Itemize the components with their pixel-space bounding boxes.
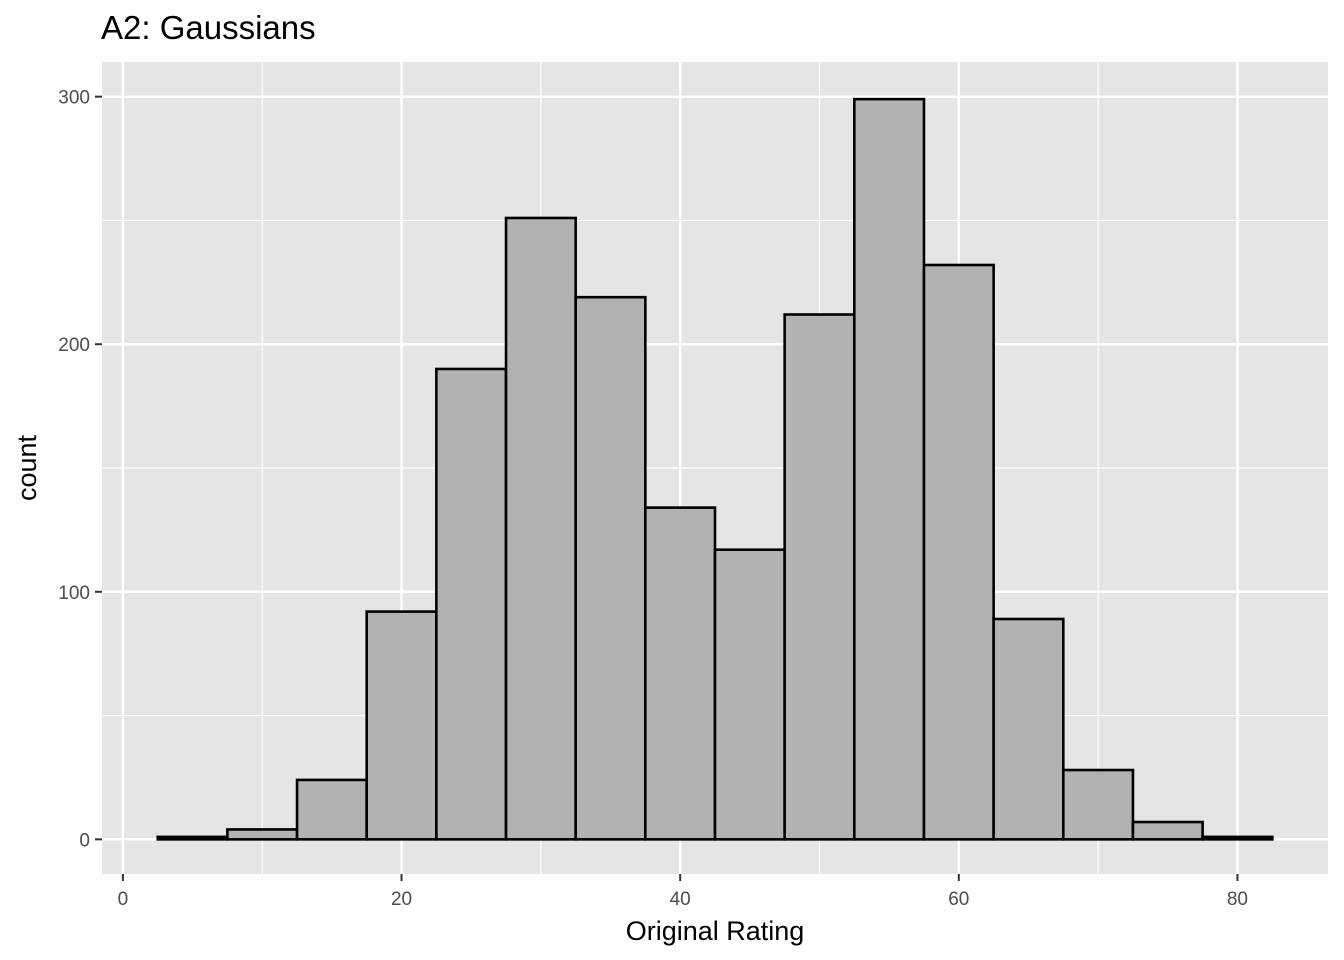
histogram-bar [644, 506, 717, 841]
histogram-bar [1131, 820, 1204, 841]
y-tick-label: 100 [58, 583, 90, 604]
y-tick-label: 300 [58, 88, 90, 109]
histogram-bar [992, 617, 1065, 841]
histogram-bar [365, 610, 438, 841]
x-tick-label: 60 [948, 889, 969, 910]
histogram-bar [504, 216, 577, 841]
x-tick-label: 0 [118, 889, 129, 910]
x-tick-label: 20 [391, 889, 412, 910]
x-tick-label: 40 [670, 889, 691, 910]
histogram-bar [783, 313, 856, 841]
y-tick-label: 0 [79, 830, 90, 851]
histogram-bar [226, 828, 299, 841]
histogram-bar [156, 835, 229, 841]
chart-title: A2: Gaussians [101, 9, 316, 46]
histogram-bar [435, 367, 508, 841]
x-tick-label: 80 [1227, 889, 1248, 910]
histogram-bar [853, 97, 926, 841]
histogram-bar [1201, 835, 1274, 841]
histogram-bar [922, 263, 995, 841]
y-axis-title: count [12, 434, 42, 501]
y-tick-label: 200 [58, 335, 90, 356]
histogram-bars [156, 97, 1274, 841]
histogram-bar [1061, 768, 1135, 841]
axis-ticks: 0 20 40 60 80 0 100 200 300 [58, 88, 1248, 910]
histogram-bar [574, 295, 647, 841]
histogram-bar [295, 778, 369, 841]
x-axis-title: Original Rating [626, 916, 805, 946]
histogram-bar [713, 548, 786, 841]
